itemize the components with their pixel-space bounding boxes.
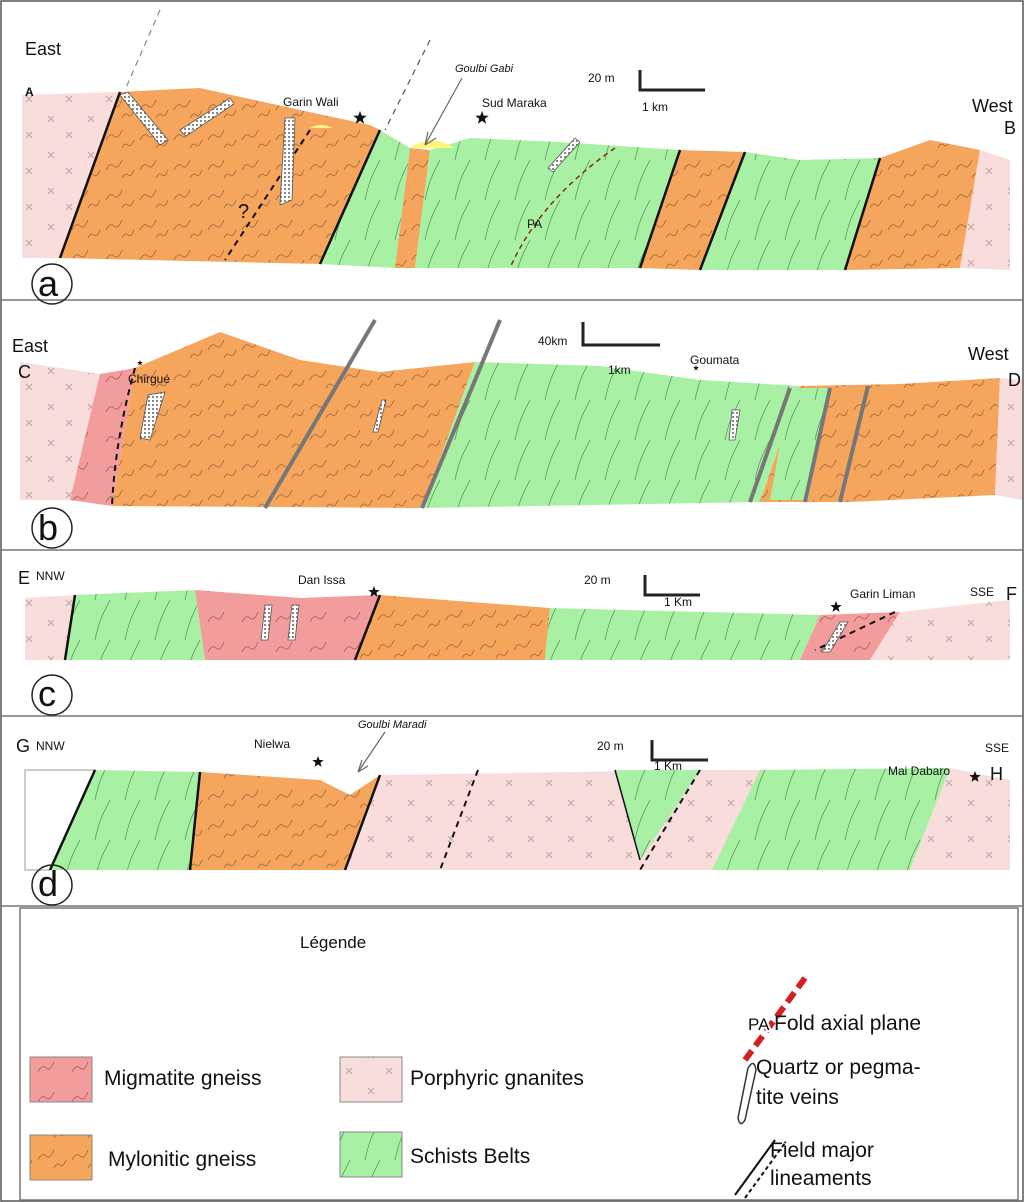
legend-swatch [30, 1135, 92, 1180]
rock-unit [355, 595, 550, 660]
locality: Garin Liman [850, 587, 915, 601]
direction: NNW [36, 569, 65, 583]
legend-swatch [340, 1132, 402, 1177]
locality-star [137, 360, 143, 365]
rock-unit [870, 600, 1010, 660]
panel-letter: b [38, 507, 58, 548]
scale-vertical: 20 m [588, 71, 615, 85]
rock-unit [112, 332, 475, 508]
legend-swatch [30, 1057, 92, 1102]
annotation: ? [238, 201, 249, 223]
point: F [1006, 584, 1017, 604]
legend-label: Migmatite gneiss [104, 1067, 262, 1090]
scale-horizontal: 1 Km [664, 595, 692, 609]
locality-star [312, 756, 323, 767]
rock-unit [422, 362, 800, 508]
direction: NNW [36, 739, 65, 753]
locality: Chirgué [128, 372, 170, 386]
locality: Sud Maraka [482, 96, 547, 110]
legend-label: Fold axial plane [774, 1012, 921, 1035]
scale-vertical: 20 m [597, 739, 624, 753]
legend-label: Quartz or pegma- [756, 1056, 921, 1079]
scale-bar [645, 575, 700, 595]
locality: Dan Issa [298, 573, 346, 587]
direction: West [968, 344, 1009, 364]
legend-swatch [340, 1057, 402, 1102]
point: H [990, 764, 1003, 784]
river: Goulbi Maradi [358, 719, 427, 731]
direction: SSE [970, 585, 994, 599]
legend-label: tite veins [756, 1086, 839, 1109]
point: A [25, 85, 34, 99]
panel-letter: a [38, 263, 59, 304]
legend-symbol: PA [748, 1015, 770, 1034]
locality-star [353, 111, 366, 124]
point: C [18, 362, 31, 382]
scale-horizontal: 1 km [642, 100, 668, 114]
locality: Nielwa [254, 737, 290, 751]
rock-unit [415, 138, 680, 268]
locality: Goumata [690, 353, 740, 367]
point: D [1008, 370, 1021, 390]
locality: Mai Dabaro [888, 764, 950, 778]
rock-unit [545, 608, 820, 660]
river-arrow [425, 78, 462, 145]
panel-letter: d [38, 863, 58, 904]
scale-bar [583, 322, 660, 345]
legend-label: Field major [770, 1139, 874, 1162]
legend-label: Mylonitic gneiss [108, 1148, 256, 1171]
scale-bar [640, 70, 705, 90]
sections [2, 10, 1022, 906]
legend-title: Légende [300, 933, 366, 952]
point: E [18, 568, 30, 588]
legend-label: Porphyric gnanites [410, 1067, 584, 1090]
legend-label: Schists Belts [410, 1145, 530, 1168]
point: G [16, 736, 30, 756]
river: Goulbi Gabi [455, 63, 514, 75]
direction: West [972, 96, 1013, 116]
direction: SSE [985, 741, 1009, 755]
scale-bar [652, 740, 708, 760]
point: B [1004, 118, 1016, 138]
direction: East [25, 39, 61, 59]
direction: East [12, 336, 48, 356]
river-arrow [358, 732, 385, 772]
scale-vertical: 40km [538, 334, 567, 348]
annotation: PA [527, 217, 542, 231]
page: East A Garin Wali Sud Maraka Goulbi Gabi… [0, 0, 1024, 1202]
figure: East A Garin Wali Sud Maraka Goulbi Gabi… [0, 0, 1024, 1202]
scale-horizontal: 1km [608, 363, 631, 377]
locality-star [830, 601, 841, 612]
rock-unit [195, 590, 380, 660]
lineament [385, 40, 430, 130]
locality-star [475, 111, 488, 124]
rock-unit [65, 590, 205, 660]
locality: Garin Wali [283, 95, 339, 109]
scale-horizontal: 1 Km [654, 759, 682, 773]
lineament [125, 10, 160, 90]
legend-label: lineaments [770, 1167, 872, 1190]
scale-vertical: 20 m [584, 573, 611, 587]
panel-letter: c [38, 673, 56, 714]
